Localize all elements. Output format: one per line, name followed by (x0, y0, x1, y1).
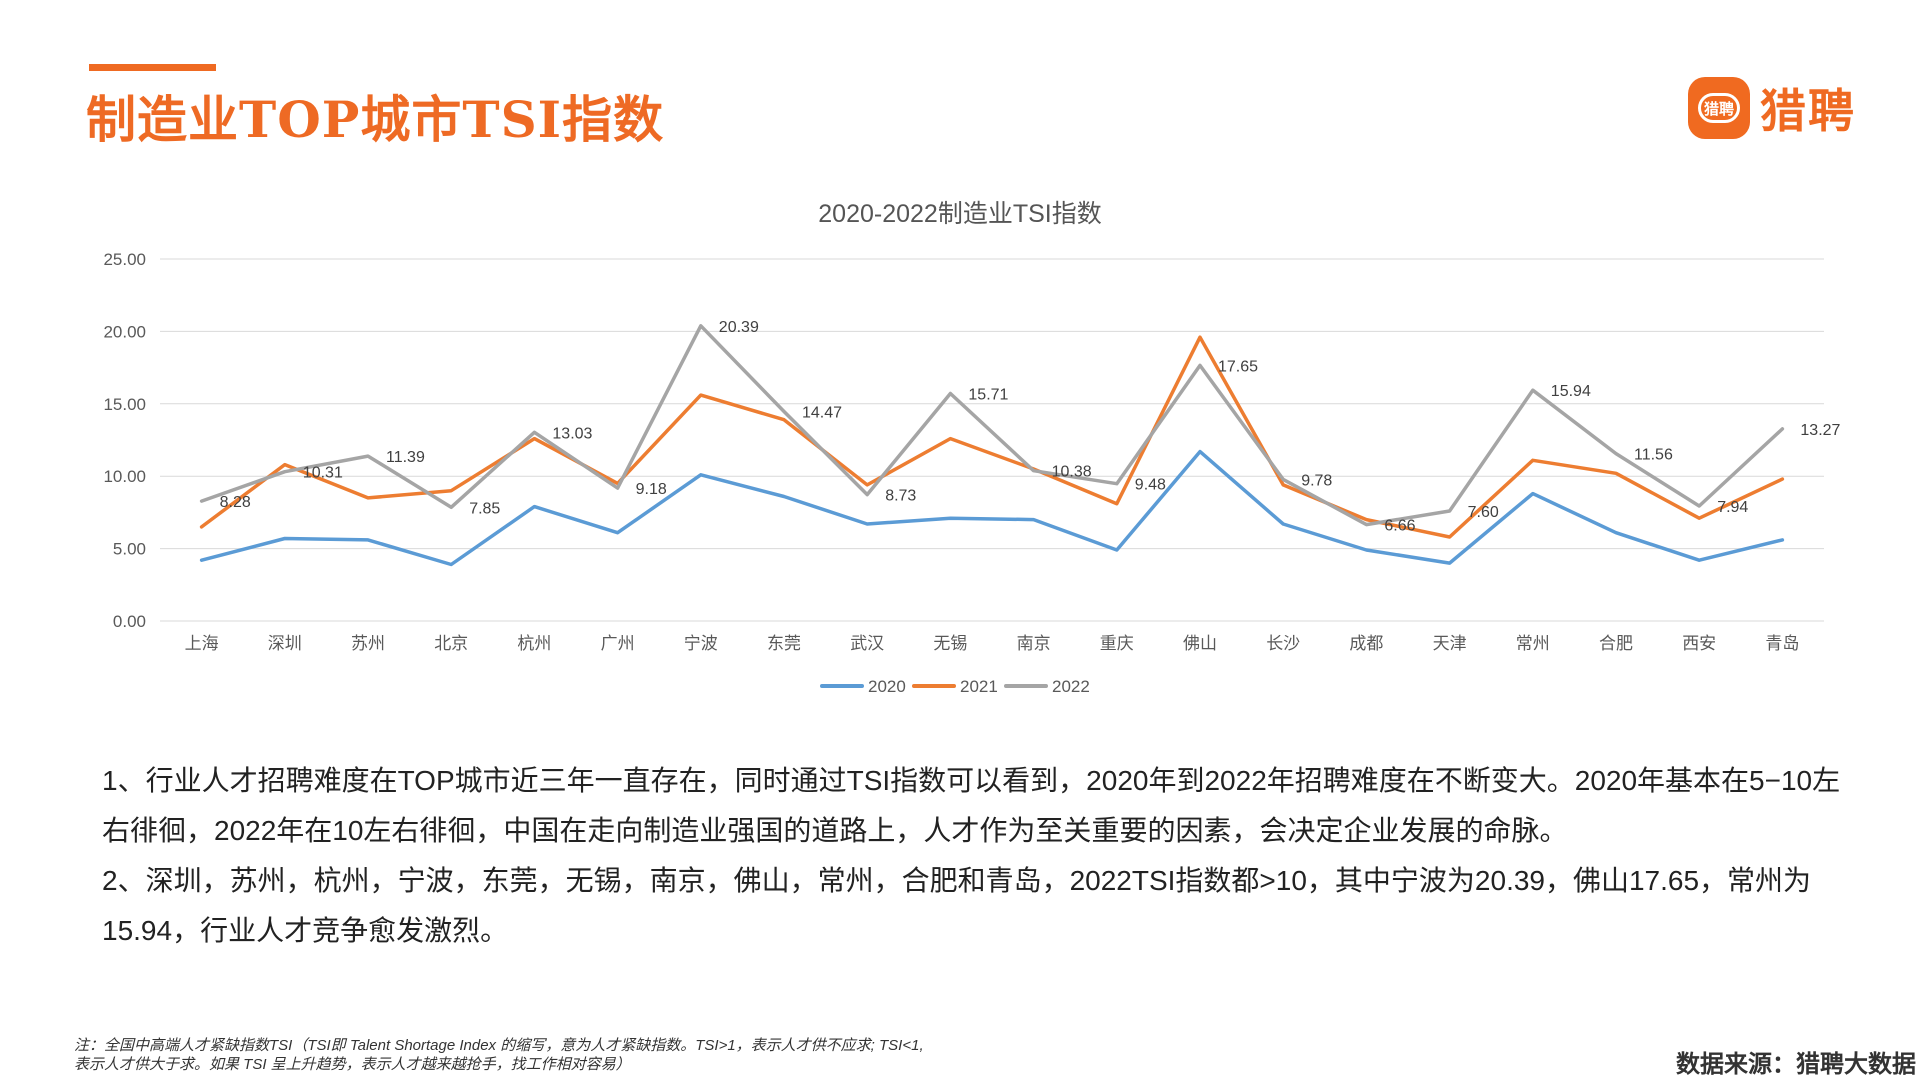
y-tick-label: 25.00 (103, 250, 146, 269)
footnote: 注：全国中高端人才紧缺指数TSI（TSI即 Talent Shortage In… (74, 1036, 1074, 1074)
x-tick-label: 北京 (434, 634, 468, 654)
series-line-2022 (199, 324, 1785, 527)
logo-icon: 猎聘 (1688, 77, 1750, 139)
data-labels: 8.28 10.31 11.39 7.85 13.03 9.18 20.39 14.47 8.7… (220, 319, 1841, 535)
x-tick-label: 东莞 (767, 634, 801, 654)
footnote-line-1: 注：全国中高端人才紧缺指数TSI（TSI即 Talent Shortage In… (74, 1037, 924, 1054)
data-label: 8.73 (885, 488, 916, 505)
data-label: 11.39 (386, 449, 425, 466)
x-tick-label: 无锡 (933, 634, 967, 654)
legend-item-2021[interactable]: 2021 (912, 677, 998, 696)
logo-text: 猎聘 (1760, 85, 1856, 137)
chart-svg: 2020-2022制造业TSI指数 0.00 5.00 10.00 15.00 20.0… (103, 200, 1841, 696)
legend-item-2020[interactable]: 2020 (820, 677, 906, 696)
data-label: 17.65 (1218, 358, 1258, 375)
series-line-2021 (199, 335, 1785, 539)
data-label: 6.66 (1384, 518, 1415, 535)
data-label: 11.56 (1634, 447, 1673, 464)
data-label: 7.60 (1468, 504, 1499, 521)
note-paragraph-1: 1、行业人才招聘难度在TOP城市近三年一直存在，同时通过TSI指数可以看到，20… (102, 765, 1841, 846)
page-title: 制造业TOP城市TSI指数 (86, 90, 665, 149)
data-label: 15.94 (1551, 383, 1591, 400)
data-label: 7.94 (1717, 499, 1748, 516)
logo-bubble-text: 猎聘 (1698, 93, 1740, 123)
y-tick-label: 20.00 (103, 322, 146, 341)
x-tick-label: 武汉 (850, 634, 884, 654)
y-tick-label: 5.00 (113, 540, 146, 559)
data-label: 8.28 (220, 494, 251, 511)
data-label: 14.47 (802, 404, 842, 421)
x-tick-label: 南京 (1017, 634, 1051, 654)
x-tick-label: 成都 (1349, 634, 1383, 654)
analysis-notes: 1、行业人才招聘难度在TOP城市近三年一直存在，同时通过TSI指数可以看到，20… (102, 756, 1862, 956)
footnote-line-2: 表示人才供大于求。如果 TSI 呈上升趋势，表示人才越来越抢手，找工作相对容易） (74, 1056, 631, 1073)
x-tick-label: 广州 (601, 634, 635, 654)
data-label: 9.48 (1135, 477, 1166, 494)
data-label: 10.31 (303, 465, 343, 482)
data-label: 9.78 (1301, 472, 1332, 489)
x-axis-ticks: 上海 深圳 苏州 北京 杭州 广州 宁波 东莞 武汉 无锡 南京 重庆 佛山 长沙 成都 天津 常州 合肥 西安 青岛 (185, 634, 1800, 654)
x-tick-label: 合肥 (1599, 634, 1633, 654)
data-label: 15.71 (968, 387, 1008, 404)
data-source: 数据来源：猎聘大数据 (1676, 1049, 1916, 1078)
legend-label: 2022 (1052, 677, 1090, 696)
data-label: 13.03 (552, 425, 592, 442)
x-tick-label: 深圳 (268, 634, 302, 654)
y-tick-label: 10.00 (103, 467, 146, 486)
chart-grid (160, 258, 1824, 622)
x-tick-label: 青岛 (1765, 634, 1799, 654)
data-label: 9.18 (636, 481, 667, 498)
y-tick-label: 0.00 (113, 612, 146, 631)
x-tick-label: 佛山 (1183, 634, 1217, 654)
title-accent-bar (89, 64, 216, 71)
data-label: 7.85 (469, 500, 500, 517)
data-label: 10.38 (1052, 464, 1092, 481)
tsi-line-chart: 2020-2022制造业TSI指数 0.00 5.00 10.00 15.00 20.0… (0, 180, 1920, 720)
x-tick-label: 重庆 (1100, 634, 1134, 654)
x-tick-label: 苏州 (351, 634, 385, 654)
x-tick-label: 常州 (1516, 634, 1550, 654)
x-tick-label: 上海 (185, 634, 219, 654)
legend-item-2022[interactable]: 2022 (1004, 677, 1090, 696)
x-tick-label: 西安 (1682, 634, 1716, 654)
data-label: 13.27 (1800, 422, 1840, 439)
x-tick-label: 长沙 (1266, 634, 1300, 654)
brand-logo: 猎聘 猎聘 (1688, 76, 1856, 140)
legend-label: 2020 (868, 677, 906, 696)
x-tick-label: 宁波 (684, 634, 718, 654)
series-line-2020 (199, 449, 1785, 567)
x-tick-label: 杭州 (517, 634, 551, 654)
legend-label: 2021 (960, 677, 998, 696)
chart-legend[interactable]: 2020 2021 2022 (820, 677, 1090, 696)
x-tick-label: 天津 (1433, 634, 1467, 654)
chart-series (199, 324, 1785, 567)
chart-title: 2020-2022制造业TSI指数 (818, 200, 1101, 228)
y-axis-ticks: 0.00 5.00 10.00 15.00 20.00 25.00 (103, 250, 146, 631)
y-tick-label: 15.00 (103, 395, 146, 414)
data-label: 20.39 (719, 319, 759, 336)
note-paragraph-2: 2、深圳，苏州，杭州，宁波，东莞，无锡，南京，佛山，常州，合肥和青岛，2022T… (102, 865, 1812, 946)
